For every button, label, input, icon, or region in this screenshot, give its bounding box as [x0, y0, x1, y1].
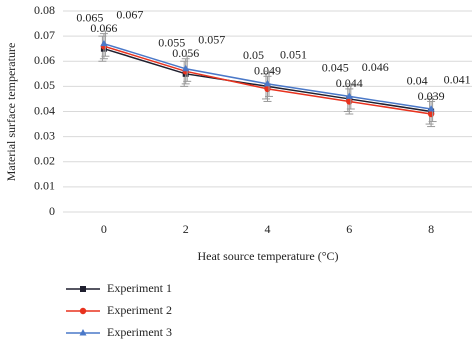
data-label: 0.057 [198, 33, 225, 47]
marker [345, 92, 353, 99]
x-tick-label: 8 [428, 222, 434, 236]
marker [427, 110, 435, 118]
data-label: 0.039 [418, 89, 445, 103]
marker [100, 39, 108, 47]
marker [79, 329, 87, 336]
data-label: 0.041 [444, 73, 471, 87]
marker [427, 104, 435, 112]
y-tick-label: 0.02 [34, 154, 55, 168]
x-tick-label: 2 [183, 222, 189, 236]
data-label: 0.066 [90, 21, 117, 35]
legend-label: Experiment 3 [107, 325, 172, 339]
marker [182, 64, 190, 72]
y-tick-label: 0.04 [34, 103, 55, 117]
data-label: 0.049 [254, 64, 281, 78]
marker [79, 307, 87, 315]
y-tick-label: 0.05 [34, 78, 55, 92]
marker [264, 85, 271, 93]
legend-label: Experiment 2 [107, 303, 172, 317]
y-axis-title: Material surface temperature [4, 43, 18, 182]
series: 0.067 0.057 0.051 0.046 0.041 [100, 7, 471, 123]
data-label: 0.044 [336, 76, 363, 90]
data-label: 0.046 [362, 60, 389, 74]
y-tick-label: 0.06 [34, 53, 55, 67]
y-tick-label: 0 [49, 204, 55, 218]
data-label: 0.055 [158, 36, 185, 50]
series: 0.066 0.056 0.049 0.044 0.039 [90, 21, 445, 128]
y-tick-label: 0.08 [34, 3, 55, 17]
marker [346, 98, 353, 105]
y-tick-label: 0.07 [34, 28, 55, 42]
data-label: 0.04 [407, 73, 428, 87]
x-tick-label: 0 [101, 222, 107, 236]
y-tick-label: 0.01 [34, 179, 55, 193]
marker [264, 79, 271, 87]
data-label: 0.05 [243, 48, 264, 62]
x-tick-label: 6 [346, 222, 352, 236]
x-tick-label: 4 [265, 222, 271, 236]
y-tick-label: 0.03 [34, 128, 55, 142]
data-label: 0.056 [172, 46, 199, 60]
legend-label: Experiment 1 [107, 281, 172, 295]
x-axis-title: Heat source temperature (°C) [197, 249, 338, 263]
data-label: 0.045 [322, 61, 349, 75]
data-label: 0.065 [76, 10, 103, 24]
data-label: 0.067 [116, 7, 143, 21]
data-label: 0.051 [280, 48, 307, 62]
marker [80, 286, 86, 292]
